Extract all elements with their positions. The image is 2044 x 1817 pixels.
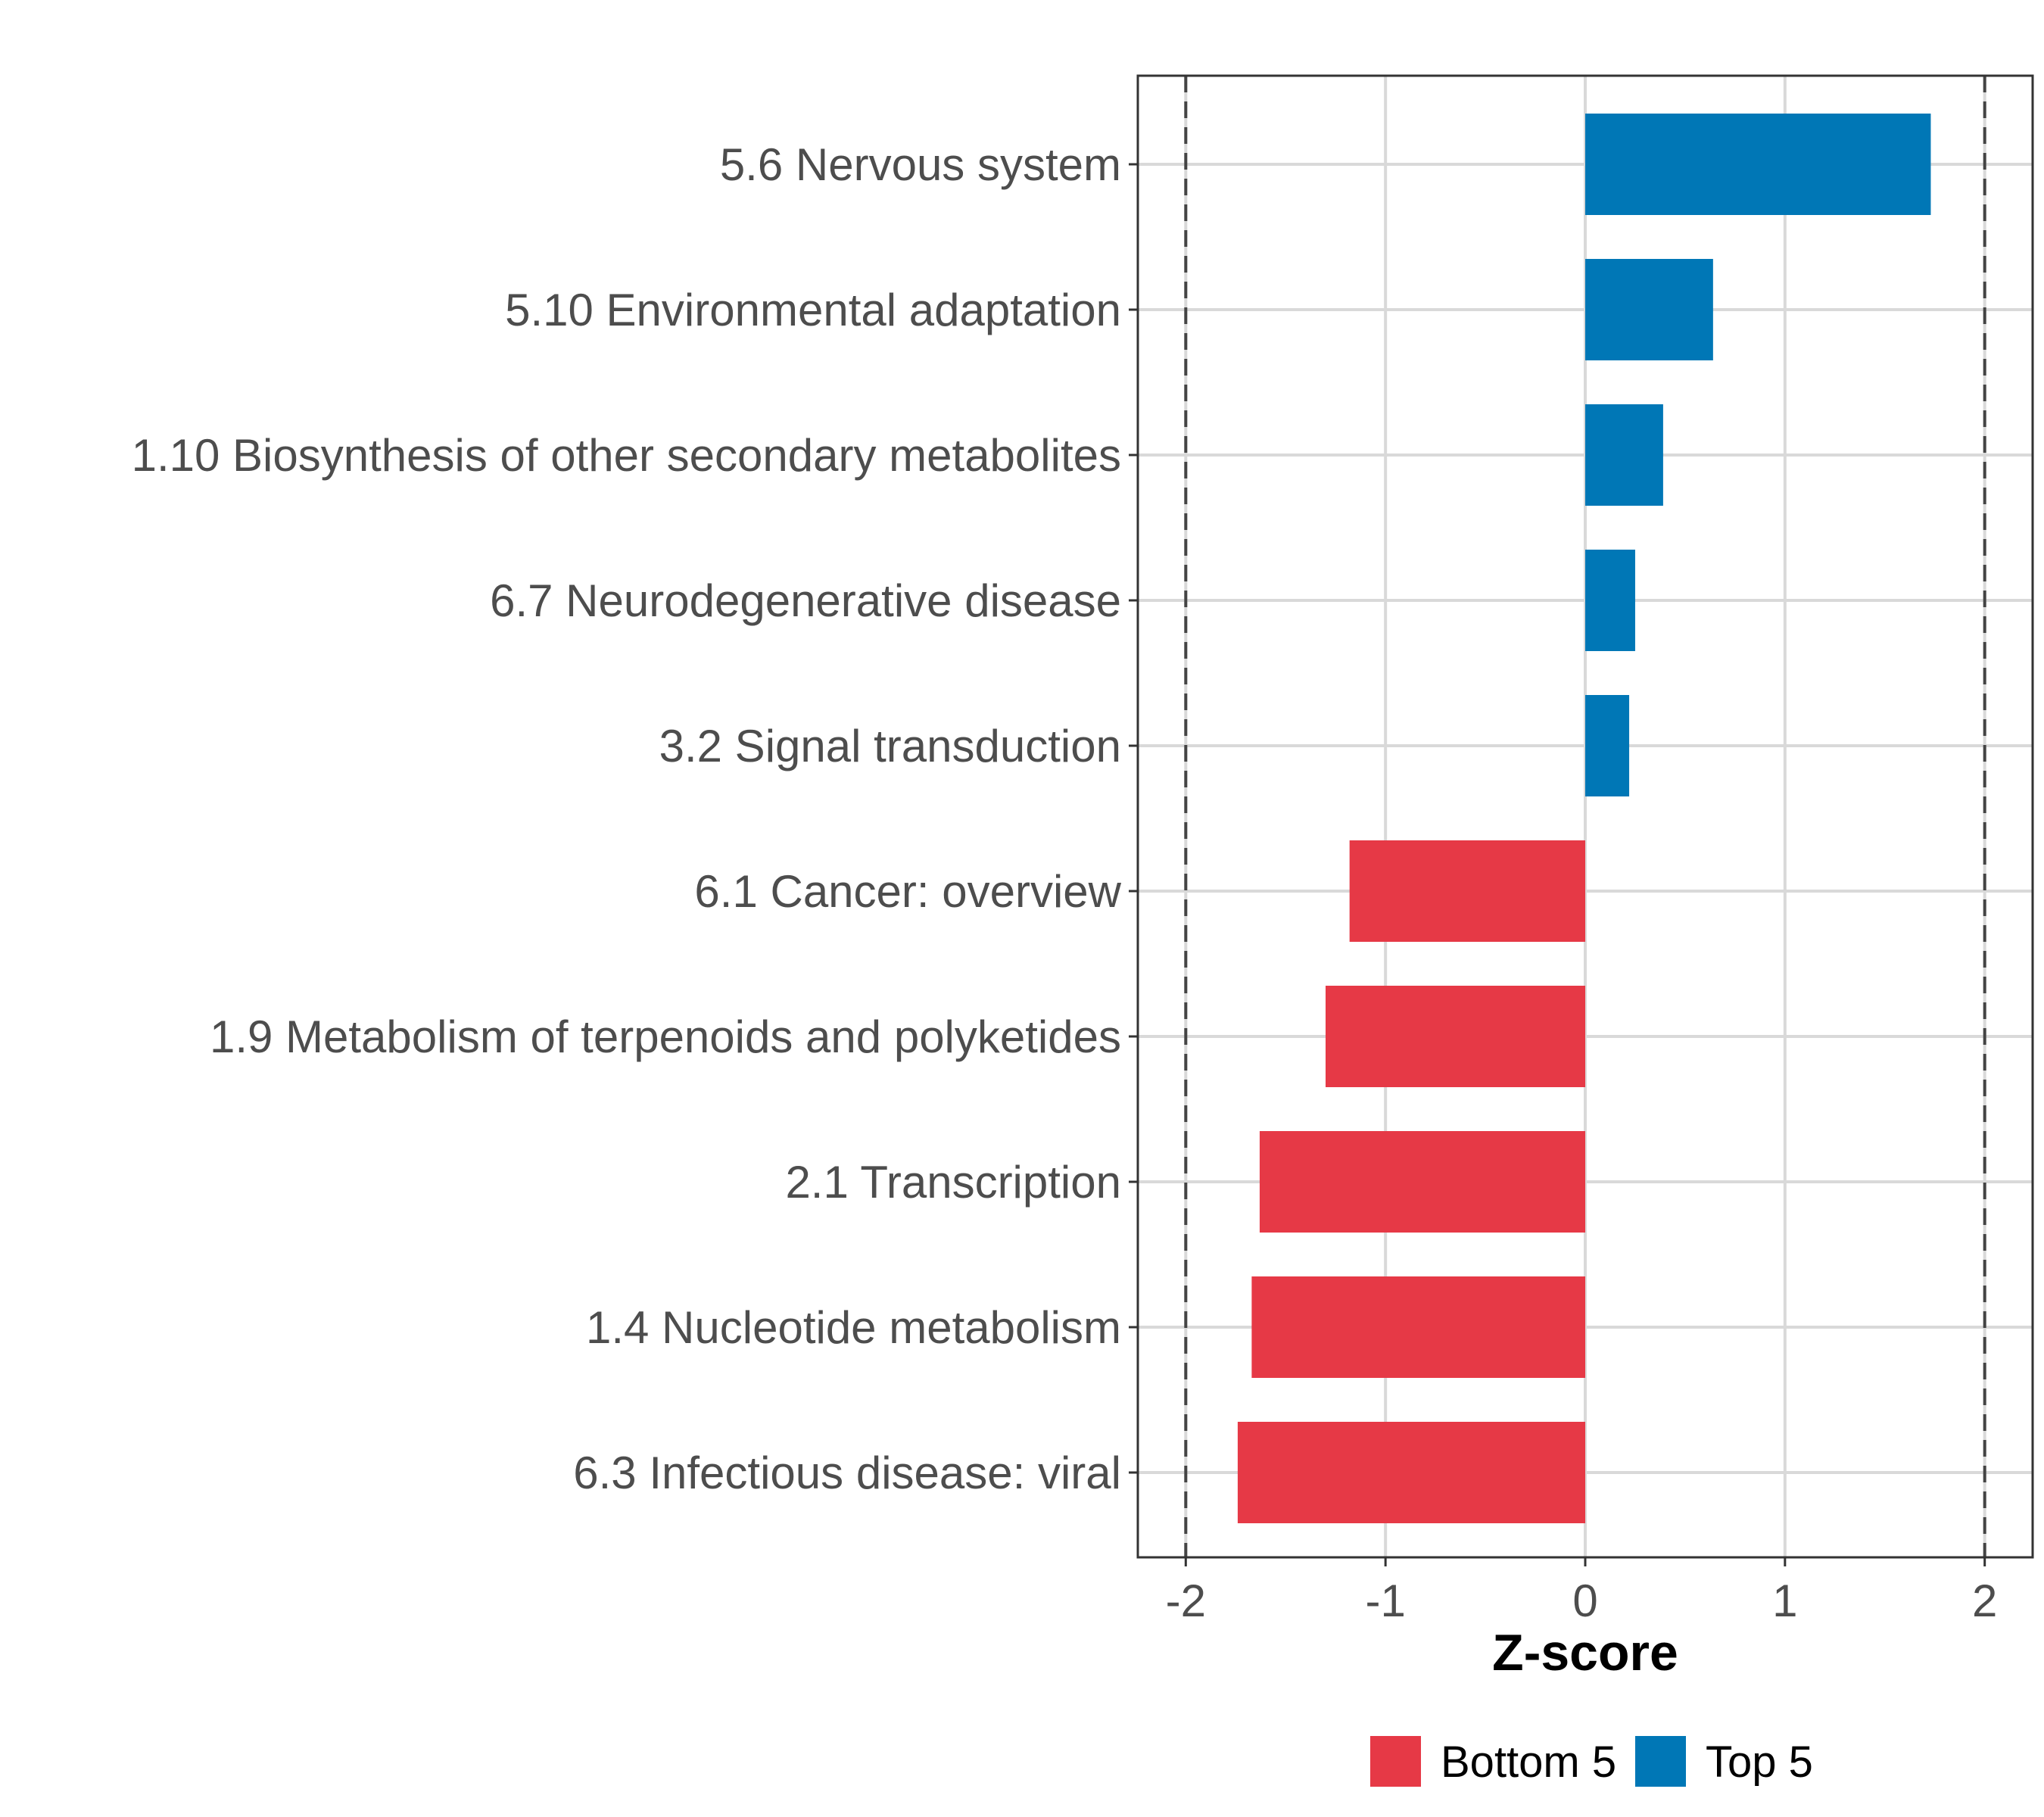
category-label: 1.9 Metabolism of terpenoids and polyket… xyxy=(210,1011,1121,1062)
category-label: 5.10 Environmental adaptation xyxy=(505,285,1121,335)
bar xyxy=(1585,550,1635,651)
legend-swatch xyxy=(1635,1736,1686,1787)
bar-layer xyxy=(1237,114,1931,1523)
y-axis: 5.6 Nervous system 5.10 Environmental ada… xyxy=(132,139,1138,1498)
x-axis: -2 -1 0 1 2 xyxy=(1166,1557,1997,1626)
category-label: 6.3 Infectious disease: viral xyxy=(573,1448,1121,1498)
category-label: 6.7 Neurodegenerative disease xyxy=(490,575,1121,626)
x-tick-label: -1 xyxy=(1365,1575,1405,1626)
x-axis-title: Z-score xyxy=(1492,1624,1678,1681)
legend: Bottom 5 Top 5 xyxy=(1370,1736,1813,1787)
category-label: 6.1 Cancer: overview xyxy=(694,866,1121,917)
bar xyxy=(1585,404,1663,506)
x-tick-label: 0 xyxy=(1572,1575,1597,1626)
bar xyxy=(1237,1422,1585,1523)
bar xyxy=(1349,840,1585,942)
category-label: 1.4 Nucleotide metabolism xyxy=(586,1302,1121,1353)
x-tick-label: 1 xyxy=(1772,1575,1797,1626)
category-label: 5.6 Nervous system xyxy=(720,139,1121,190)
bar xyxy=(1251,1276,1585,1378)
bar xyxy=(1585,259,1713,360)
bar xyxy=(1259,1131,1585,1233)
category-label: 1.10 Biosynthesis of other secondary met… xyxy=(132,430,1121,481)
bar xyxy=(1585,695,1630,796)
legend-label: Bottom 5 xyxy=(1441,1738,1616,1787)
bar xyxy=(1326,986,1585,1087)
category-label: 3.2 Signal transduction xyxy=(659,721,1121,771)
x-tick-label: 2 xyxy=(1972,1575,1997,1626)
bar xyxy=(1585,114,1931,215)
reference-lines xyxy=(1184,76,1986,1557)
legend-label: Top 5 xyxy=(1706,1738,1813,1787)
category-label: 2.1 Transcription xyxy=(785,1157,1121,1208)
legend-swatch xyxy=(1370,1736,1421,1787)
x-tick-label: -2 xyxy=(1166,1575,1206,1626)
